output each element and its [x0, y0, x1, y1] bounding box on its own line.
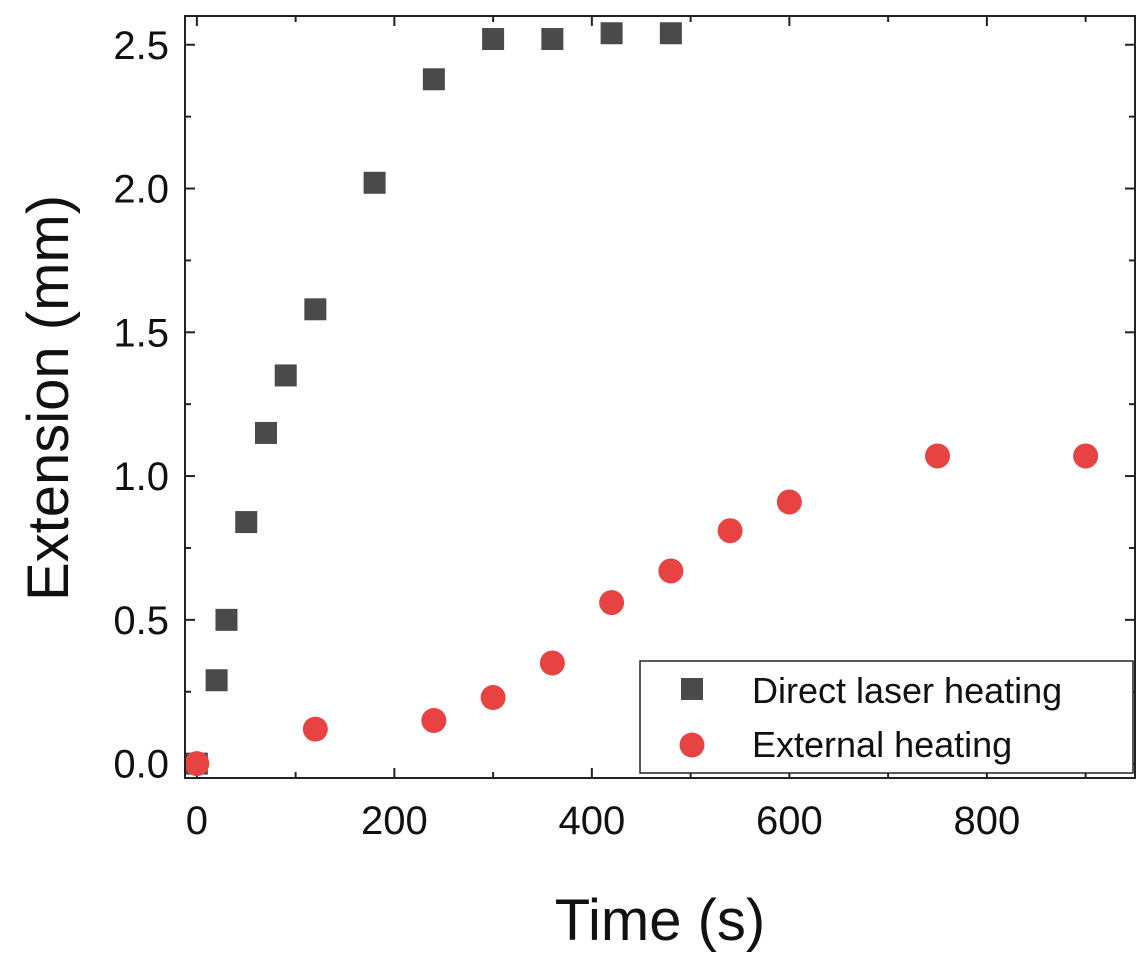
point-external-heating: [302, 716, 328, 742]
y-tick-label: 1.0: [113, 455, 169, 499]
point-external-heating: [539, 650, 565, 676]
legend: Direct laser heating External heating: [639, 660, 1134, 774]
data-points: [184, 22, 1099, 777]
y-tick-label: 2.5: [113, 24, 169, 68]
point-external-heating: [480, 684, 506, 710]
x-tick-label: 600: [756, 799, 823, 843]
legend-label-external-heating: External heating: [752, 724, 1012, 765]
point-external-heating: [924, 443, 950, 469]
x-axis-title: Time (s): [555, 888, 765, 953]
x-tick-label: 400: [558, 799, 625, 843]
point-direct-laser-heating: [304, 298, 327, 321]
point-direct-laser-heating: [600, 22, 623, 45]
point-direct-laser-heating: [254, 421, 277, 444]
point-direct-laser-heating: [363, 171, 386, 194]
legend-marker-external-heating: [679, 732, 705, 758]
point-external-heating: [184, 751, 210, 777]
x-tick-label: 800: [953, 799, 1020, 843]
x-tick-label: 0: [186, 799, 208, 843]
legend-marker-direct-laser-heating: [681, 678, 703, 700]
y-tick-label: 2.0: [113, 168, 169, 212]
point-external-heating: [1073, 443, 1099, 469]
point-direct-laser-heating: [235, 511, 258, 534]
x-tick-label: 200: [361, 799, 428, 843]
legend-label-direct-laser-heating: Direct laser heating: [752, 670, 1062, 711]
point-direct-laser-heating: [205, 669, 228, 692]
point-external-heating: [421, 707, 447, 733]
point-direct-laser-heating: [659, 22, 682, 45]
plot-frame: [184, 15, 1136, 779]
y-axis-title: Extension (mm): [16, 195, 81, 601]
axis-ticks: 0 200 400 600 800 0.0 0.5 1.0 1.5 2.0 2.5: [113, 16, 1135, 843]
y-tick-label: 1.5: [113, 311, 169, 355]
point-direct-laser-heating: [274, 364, 297, 387]
legend-box: [639, 660, 1134, 774]
point-external-heating: [776, 489, 802, 515]
point-external-heating: [717, 518, 743, 544]
y-tick-label: 0.5: [113, 599, 169, 643]
point-direct-laser-heating: [541, 28, 564, 51]
point-direct-laser-heating: [482, 28, 505, 51]
point-direct-laser-heating: [215, 608, 238, 631]
point-external-heating: [658, 558, 684, 584]
point-external-heating: [599, 590, 625, 616]
y-tick-label: 0.0: [113, 743, 169, 787]
point-direct-laser-heating: [422, 68, 445, 91]
